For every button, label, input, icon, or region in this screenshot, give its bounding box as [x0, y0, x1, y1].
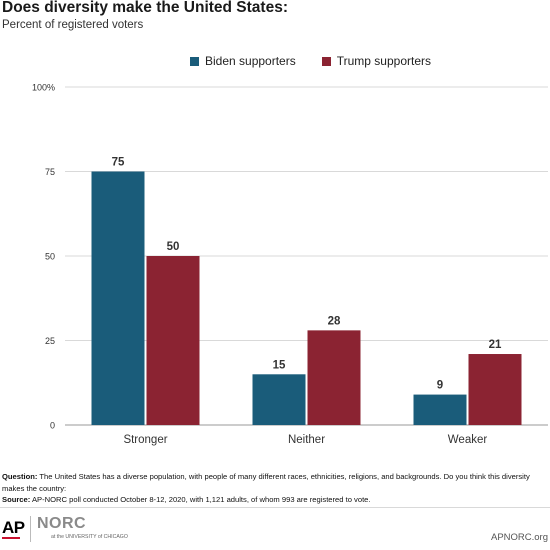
norc-logo-subtitle: at the UNIVERSITY of CHICAGO	[51, 534, 128, 540]
bar	[146, 256, 200, 425]
data-label: 15	[273, 359, 286, 371]
y-tick-label: 100%	[32, 83, 55, 93]
chart-title: Does diversity make the United States:	[2, 0, 288, 16]
bar	[252, 374, 306, 425]
data-label: 75	[112, 157, 125, 169]
norc-logo: NORC	[37, 515, 87, 532]
legend-label-biden: Biden supporters	[205, 54, 296, 68]
question-label: Question:	[2, 472, 38, 481]
legend-item-trump: Trump supporters	[321, 54, 431, 68]
y-tick-label: 50	[45, 252, 55, 262]
legend-item-biden: Biden supporters	[190, 54, 296, 68]
chart-subtitle: Percent of registered voters	[2, 19, 144, 31]
legend-swatch-biden	[190, 56, 199, 66]
data-label: 28	[328, 315, 341, 327]
data-label: 9	[437, 380, 443, 392]
legend-swatch-trump	[321, 56, 331, 66]
y-tick-label: 75	[45, 167, 55, 177]
question-text: The United States has a diverse populati…	[2, 472, 530, 493]
question-note: Question: The United States has a divers…	[2, 471, 542, 494]
footer-divider	[0, 507, 550, 508]
chart-legend: Biden supporters Trump supporters	[190, 54, 431, 68]
source-url: APNORC.org	[490, 532, 548, 543]
bar	[91, 171, 145, 425]
bar	[413, 394, 467, 425]
bar	[307, 330, 361, 425]
bar	[468, 354, 522, 425]
y-tick-label: 25	[45, 336, 55, 346]
x-tick-label: Neither	[288, 434, 325, 446]
source-text: AP-NORC poll conducted October 8-12, 202…	[31, 495, 371, 504]
y-tick-label: 0	[50, 421, 55, 431]
logo-divider	[30, 516, 31, 542]
bar-chart: 0 25 50 75 100% 75 50 Stronger 15 28 Neither 9 21 Wea…	[32, 83, 548, 446]
footnote: Question: The United States has a divers…	[2, 471, 542, 506]
source-note: Source: AP-NORC poll conducted October 8…	[2, 494, 542, 506]
ap-logo: AP	[2, 518, 25, 537]
x-tick-label: Stronger	[123, 434, 167, 446]
ap-logo-underline	[2, 537, 20, 539]
x-tick-label: Weaker	[448, 434, 488, 446]
source-label: Source:	[2, 495, 31, 504]
legend-label-trump: Trump supporters	[336, 54, 431, 68]
data-label: 21	[489, 339, 502, 351]
data-label: 50	[167, 241, 180, 253]
